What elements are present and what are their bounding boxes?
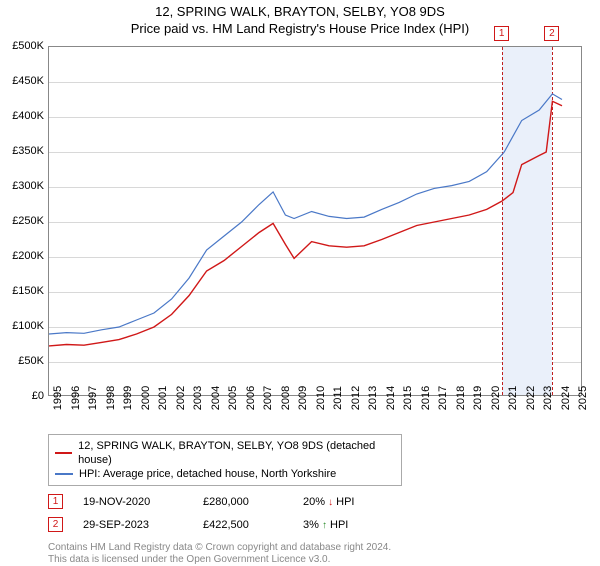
x-axis-label: 2009 — [297, 386, 309, 410]
x-axis-label: 2005 — [227, 386, 239, 410]
x-axis-label: 2011 — [332, 386, 344, 410]
x-axis-label: 1998 — [105, 386, 117, 410]
x-axis-label: 2010 — [315, 386, 327, 410]
legend-swatch — [55, 473, 73, 475]
y-axis-label: £0 — [32, 390, 44, 402]
chart-marker-2: 2 — [544, 26, 559, 41]
x-axis-label: 2025 — [577, 386, 589, 410]
y-axis-label: £100K — [12, 320, 44, 332]
x-axis-label: 2015 — [402, 386, 414, 410]
legend: 12, SPRING WALK, BRAYTON, SELBY, YO8 9DS… — [48, 434, 402, 486]
y-axis-label: £50K — [18, 355, 44, 367]
y-axis-label: £200K — [12, 250, 44, 262]
y-axis-label: £300K — [12, 180, 44, 192]
x-axis-label: 1999 — [122, 386, 134, 410]
x-axis-label: 2023 — [542, 386, 554, 410]
x-axis-label: 2007 — [262, 386, 274, 410]
x-axis-label: 2018 — [455, 386, 467, 410]
legend-label: HPI: Average price, detached house, Nort… — [79, 467, 336, 481]
y-axis-label: £250K — [12, 215, 44, 227]
sale-price: £422,500 — [203, 519, 283, 531]
chart-marker-1: 1 — [494, 26, 509, 41]
x-axis-label: 2002 — [175, 386, 187, 410]
x-axis-label: 1995 — [52, 386, 64, 410]
x-axis-label: 2013 — [367, 386, 379, 410]
x-axis-label: 2008 — [280, 386, 292, 410]
legend-item: HPI: Average price, detached house, Nort… — [55, 467, 395, 481]
footer-line-1: Contains HM Land Registry data © Crown c… — [48, 542, 582, 554]
footer-text: Contains HM Land Registry data © Crown c… — [48, 542, 582, 566]
y-axis-label: £500K — [12, 40, 44, 52]
legend-item: 12, SPRING WALK, BRAYTON, SELBY, YO8 9DS… — [55, 439, 395, 467]
x-axis-label: 1997 — [87, 386, 99, 410]
x-axis-label: 2022 — [525, 386, 537, 410]
y-axis-label: £450K — [12, 75, 44, 87]
y-axis-label: £400K — [12, 110, 44, 122]
x-axis-label: 2020 — [490, 386, 502, 410]
x-axis-label: 2019 — [472, 386, 484, 410]
sale-marker: 2 — [48, 517, 63, 532]
chart-title-1: 12, SPRING WALK, BRAYTON, SELBY, YO8 9DS — [0, 4, 600, 19]
x-axis-label: 2004 — [210, 386, 222, 410]
x-axis-label: 2016 — [420, 386, 432, 410]
x-axis-label: 2017 — [437, 386, 449, 410]
x-axis-label: 2000 — [140, 386, 152, 410]
sale-row: 1 19-NOV-2020 £280,000 20% ↓ HPI — [48, 494, 582, 509]
x-axis-label: 2021 — [507, 386, 519, 410]
x-axis-label: 2014 — [385, 386, 397, 410]
chart-area: £0£50K£100K£150K£200K£250K£300K£350K£400… — [48, 46, 582, 396]
series-line-price_paid — [49, 101, 562, 346]
x-axis-label: 1996 — [70, 386, 82, 410]
x-axis-label: 2001 — [157, 386, 169, 410]
y-axis-label: £150K — [12, 285, 44, 297]
y-axis-label: £350K — [12, 145, 44, 157]
x-axis-label: 2024 — [560, 386, 572, 410]
x-axis-label: 2006 — [245, 386, 257, 410]
sale-date: 19-NOV-2020 — [83, 496, 183, 508]
footer-line-2: This data is licensed under the Open Gov… — [48, 554, 582, 566]
sale-diff: 3% ↑ HPI — [303, 519, 383, 531]
sale-date: 29-SEP-2023 — [83, 519, 183, 531]
sale-diff: 20% ↓ HPI — [303, 496, 383, 508]
chart-svg — [49, 47, 583, 397]
sale-row: 2 29-SEP-2023 £422,500 3% ↑ HPI — [48, 517, 582, 532]
x-axis-label: 2012 — [350, 386, 362, 410]
sale-marker: 1 — [48, 494, 63, 509]
series-line-hpi — [49, 94, 562, 334]
x-axis-label: 2003 — [192, 386, 204, 410]
plot-region — [48, 46, 582, 396]
legend-label: 12, SPRING WALK, BRAYTON, SELBY, YO8 9DS… — [78, 439, 395, 467]
sale-price: £280,000 — [203, 496, 283, 508]
legend-swatch — [55, 452, 72, 454]
chart-title-2: Price paid vs. HM Land Registry's House … — [0, 21, 600, 36]
